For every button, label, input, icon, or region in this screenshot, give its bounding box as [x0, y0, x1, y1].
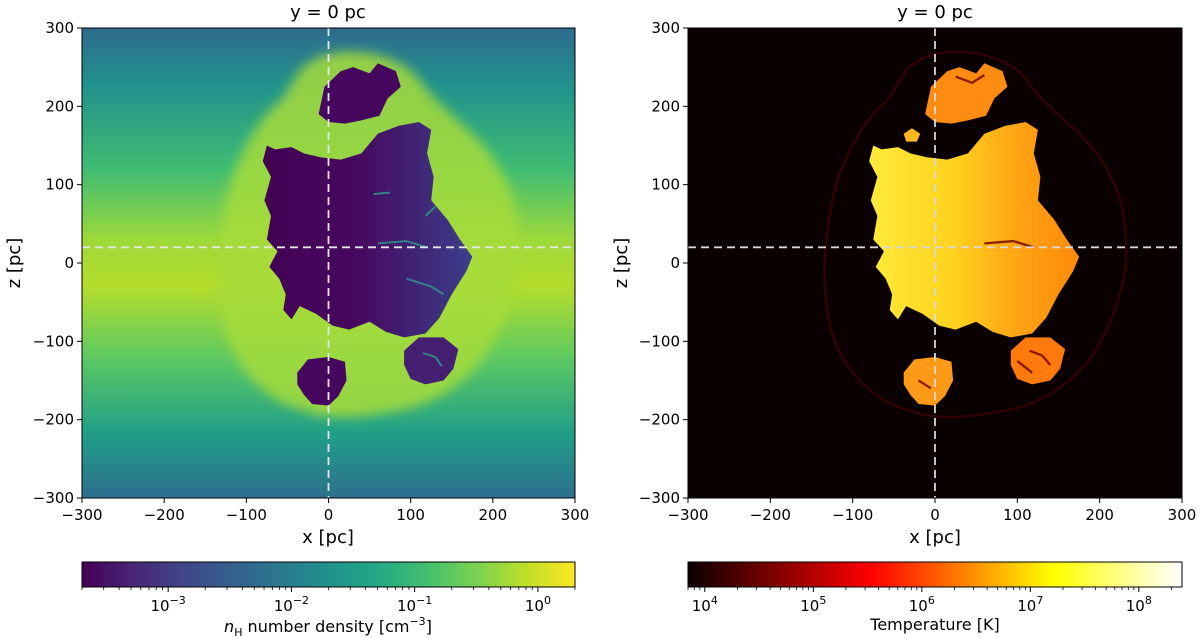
density-xtick-label: −300 [61, 506, 102, 524]
density-ytick-label: −300 [33, 489, 74, 507]
temperature-colorbar-tick-exponent: 5 [819, 594, 826, 607]
temperature-ytick-label: 300 [651, 19, 680, 37]
temperature-x-ticks: −300 −200 −100 0 100 200 300 [667, 498, 1196, 524]
temperature-colorbar-tick-base: 10 [1126, 597, 1145, 615]
density-colorbar-tick-exponent: −1 [416, 594, 432, 607]
temperature-ytick-label: −200 [639, 411, 680, 429]
temperature-ytick-label: −300 [639, 489, 680, 507]
temperature-colorbar-tick-base: 10 [1017, 597, 1036, 615]
density-colorbar-tick-exponent: −2 [293, 594, 309, 607]
density-ytick-label: 200 [45, 97, 74, 115]
density-colorbar-tick-base: 10 [397, 597, 416, 615]
temperature-ylabel: z [pc] [611, 238, 632, 289]
density-ytick-label: −200 [33, 411, 74, 429]
density-xlabel: x [pc] [302, 527, 354, 548]
density-colorbar-label-end: ] [426, 617, 432, 636]
temperature-colorbar-tick-label: 107 [1017, 594, 1043, 615]
density-xtick-label: −200 [144, 506, 185, 524]
density-xtick-label: 100 [396, 506, 425, 524]
density-x-ticks: −300 −200 −100 0 100 200 300 [61, 498, 589, 524]
temperature-colorbar-tick-base: 10 [800, 597, 819, 615]
temperature-colorbar-tick-base: 10 [909, 597, 928, 615]
temperature-blob-top [925, 63, 1008, 124]
temperature-title: y = 0 pc [897, 2, 973, 23]
temperature-xtick-label: −100 [832, 506, 873, 524]
density-ytick-label: −100 [33, 332, 74, 350]
density-filaments [373, 191, 445, 367]
temperature-blob-top-left [903, 128, 921, 142]
temperature-colorbar-tick-exponent: 7 [1036, 594, 1043, 607]
density-colorbar-tick-base: 10 [150, 597, 169, 615]
density-xtick-label: 0 [324, 506, 334, 524]
temperature-ytick-label: 0 [670, 254, 680, 272]
temperature-panel: y = 0 pc −300 −200 −100 [611, 2, 1196, 634]
temperature-ytick-label: −100 [639, 332, 680, 350]
temperature-colorbar [687, 561, 1183, 588]
temperature-map [688, 28, 1182, 498]
density-ytick-label: 300 [45, 19, 74, 37]
density-colorbar-tick-base: 10 [274, 597, 293, 615]
temperature-blob-lower-left [903, 357, 954, 406]
density-colorbar-label-sup: −3 [409, 615, 425, 628]
density-colorbar-tick-label: 10−2 [274, 594, 309, 615]
density-ylabel: z [pc] [4, 238, 25, 289]
density-xtick-label: −100 [226, 506, 267, 524]
density-colorbar-label: nH number density [cm−3] [224, 615, 432, 638]
density-y-ticks: −300 −200 −100 0 100 200 300 [33, 19, 82, 507]
temperature-xtick-label: 0 [930, 506, 940, 524]
temperature-colorbar-tick-base: 10 [692, 597, 711, 615]
temperature-blob-lower-right [1010, 337, 1066, 385]
density-xtick-label: 300 [561, 506, 590, 524]
temperature-colorbar-tick-label: 108 [1126, 594, 1152, 615]
density-map [82, 28, 575, 498]
temperature-colorbar-tick-exponent: 6 [928, 594, 935, 607]
density-colorbar-label-n: n [224, 617, 234, 636]
density-colorbar-tick-label: 100 [525, 594, 551, 615]
density-colorbar-tick-label: 10−3 [150, 594, 185, 615]
temperature-xtick-label: 300 [1168, 506, 1197, 524]
density-blob-lower-right [404, 337, 459, 385]
density-colorbar-tick-label: 10−1 [397, 594, 432, 615]
temperature-shell [823, 50, 1128, 419]
temperature-xtick-label: 100 [1003, 506, 1032, 524]
density-colorbar-tick-exponent: 0 [544, 594, 551, 607]
temperature-ytick-label: 200 [651, 97, 680, 115]
temperature-filaments [917, 74, 1052, 390]
density-colorbar [81, 561, 576, 588]
density-colorbar-tick-base: 10 [525, 597, 544, 615]
temperature-xtick-label: −300 [667, 506, 708, 524]
density-ytick-label: 100 [45, 176, 74, 194]
density-ytick-label: 0 [64, 254, 74, 272]
temperature-colorbar-label: Temperature [K] [869, 615, 999, 634]
temperature-colorbar-tick-exponent: 8 [1145, 594, 1152, 607]
temperature-ytick-label: 100 [651, 176, 680, 194]
temperature-y-ticks: −300 −200 −100 0 100 200 300 [639, 19, 688, 507]
temperature-colorbar-tick-exponent: 4 [711, 594, 718, 607]
temperature-colorbar-tick-label: 104 [692, 594, 718, 615]
temperature-xtick-label: −200 [750, 506, 791, 524]
density-title: y = 0 pc [290, 2, 366, 23]
density-panel: y = 0 pc [4, 2, 589, 638]
temperature-bubble [869, 122, 1080, 338]
density-colorbar-ticks: 10−3 10−2 10−1 100 [81, 587, 576, 615]
density-colorbar-label-sub: H [234, 626, 242, 638]
density-colorbar-tick-exponent: −3 [170, 594, 186, 607]
temperature-colorbar-tick-label: 106 [909, 594, 935, 615]
temperature-colorbar-ticks: 104 105 106 107 108 [687, 587, 1172, 615]
density-xtick-label: 200 [479, 506, 508, 524]
temperature-colorbar-tick-label: 105 [800, 594, 826, 615]
density-colorbar-label-mid: number density [cm [242, 617, 409, 636]
temperature-xlabel: x [pc] [909, 527, 961, 548]
temperature-xtick-label: 200 [1085, 506, 1114, 524]
density-blob-lower-left [297, 357, 347, 406]
density-blob-top [318, 63, 401, 124]
